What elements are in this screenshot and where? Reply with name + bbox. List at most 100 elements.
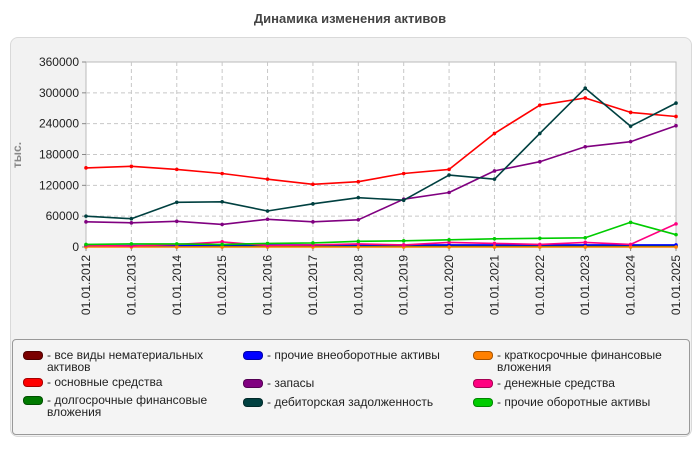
legend-swatch <box>243 398 263 407</box>
data-point <box>447 245 451 249</box>
legend-swatch <box>473 351 493 360</box>
data-point <box>674 245 678 249</box>
x-tick-label: 01.01.2019 <box>397 255 411 315</box>
legend-swatch <box>473 398 493 407</box>
legend-label: - прочие внеоборотные активы <box>267 348 440 362</box>
data-point <box>174 167 179 172</box>
series-5 <box>84 86 678 221</box>
series-line <box>85 97 677 186</box>
data-point <box>129 221 134 225</box>
data-point <box>174 200 179 205</box>
legend-label: - все виды нематериальных активов <box>47 348 204 374</box>
data-point <box>401 171 406 176</box>
series-1 <box>84 96 678 187</box>
x-tick-label: 01.01.2025 <box>669 255 683 315</box>
data-point <box>447 238 451 242</box>
data-point <box>583 245 588 249</box>
data-point <box>356 217 361 222</box>
data-point <box>447 167 451 172</box>
y-tick-label: 0 <box>72 240 79 254</box>
chart-legend: - все виды нематериальных активов - прочи… <box>12 339 690 435</box>
data-point <box>401 198 406 203</box>
series-line <box>85 87 677 220</box>
x-axis-ticks: 01.01.2012 01.01.2013 01.01.2014 01.01.2015… <box>79 247 683 315</box>
legend-label: - краткосрочные финансовые вложения <box>497 348 662 374</box>
data-point <box>492 236 497 241</box>
data-point <box>220 245 224 249</box>
data-point <box>538 242 542 247</box>
legend-label: - запасы <box>267 376 315 390</box>
legend-swatch <box>473 379 493 388</box>
legend-label: - основные средства <box>47 375 163 389</box>
gridlines <box>86 62 676 247</box>
x-tick-label: 01.01.2021 <box>487 255 501 315</box>
data-point <box>492 169 497 173</box>
data-point <box>356 242 361 246</box>
data-point <box>583 144 588 149</box>
data-point <box>265 209 270 213</box>
data-point <box>220 240 224 244</box>
data-point <box>311 182 315 187</box>
data-point <box>674 222 678 226</box>
data-point <box>538 103 542 107</box>
data-point <box>220 242 224 247</box>
chart-title: Динамика изменения активов <box>253 11 447 26</box>
data-point <box>447 240 451 245</box>
series-4 <box>84 123 678 227</box>
legend-label: - долгосрочные финансовые вложения <box>47 393 208 419</box>
data-point <box>628 139 633 144</box>
y-tick-label: 240000 <box>39 117 79 131</box>
x-tick-label: 01.01.2013 <box>124 255 138 315</box>
legend-swatch <box>23 378 43 387</box>
data-point <box>583 240 588 245</box>
data-point <box>583 96 588 100</box>
data-point <box>84 220 88 224</box>
data-point <box>174 242 179 246</box>
y-axis-label: тыс. <box>10 142 24 168</box>
data-point <box>492 245 497 249</box>
data-point <box>84 166 88 170</box>
data-point <box>583 86 588 91</box>
x-tick-label: 01.01.2015 <box>215 255 229 315</box>
y-axis-ticks: 0 60000 120000 180000 240000 300000 360000 <box>39 55 86 254</box>
data-point <box>129 216 134 221</box>
y-tick-label: 180000 <box>39 148 79 162</box>
data-point <box>311 241 315 245</box>
y-tick-label: 60000 <box>46 209 80 223</box>
data-point <box>401 239 406 243</box>
legend-swatch <box>23 351 43 360</box>
legend-swatch <box>243 351 263 360</box>
data-point <box>447 173 451 177</box>
data-point <box>538 245 542 249</box>
data-point <box>174 219 179 224</box>
legend-label: - денежные средства <box>497 376 615 390</box>
data-point <box>356 195 361 200</box>
data-point <box>628 220 633 225</box>
data-point <box>356 179 361 184</box>
data-point <box>311 220 315 224</box>
y-tick-label: 360000 <box>39 55 79 69</box>
data-point <box>356 239 361 244</box>
data-point <box>492 177 497 181</box>
y-tick-label: 120000 <box>39 178 79 192</box>
data-point <box>538 236 542 241</box>
data-point <box>674 232 678 237</box>
data-point <box>492 131 497 136</box>
x-tick-label: 01.01.2017 <box>306 255 320 315</box>
data-point <box>311 202 315 206</box>
data-point <box>492 241 497 246</box>
data-point <box>674 123 678 128</box>
data-point <box>129 242 134 246</box>
legend-swatch <box>243 379 263 388</box>
data-point <box>628 124 633 129</box>
data-point <box>356 245 361 249</box>
x-tick-label: 01.01.2014 <box>170 255 184 315</box>
data-point <box>220 222 224 227</box>
x-tick-label: 01.01.2022 <box>533 255 547 315</box>
series-line <box>85 124 677 226</box>
data-point <box>84 214 88 218</box>
data-point <box>538 159 542 164</box>
series-lines <box>84 86 678 249</box>
data-point <box>265 241 270 246</box>
data-point <box>220 199 224 204</box>
